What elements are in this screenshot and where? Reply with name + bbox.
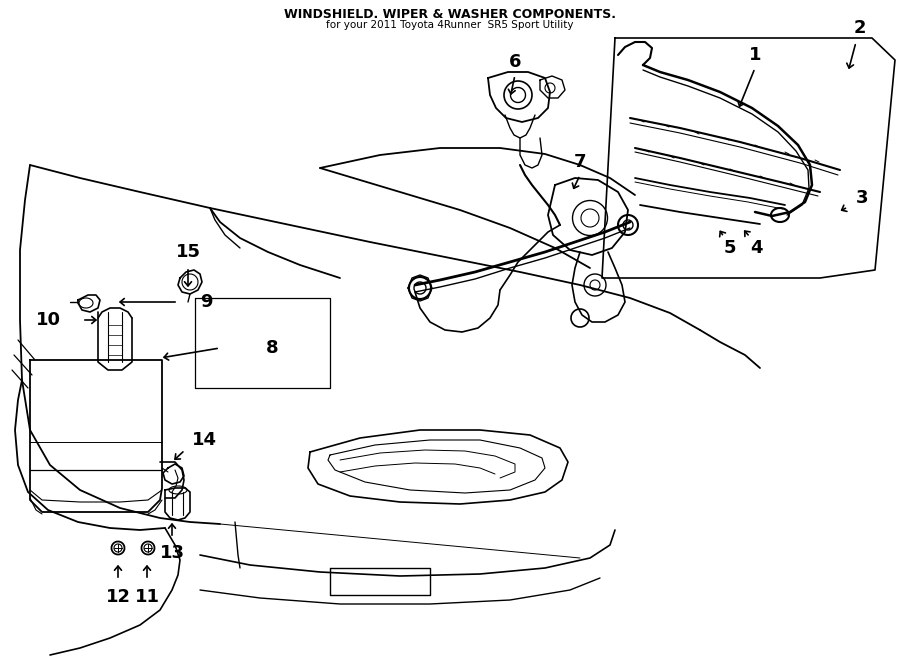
Text: 7: 7: [574, 153, 586, 171]
Text: 3: 3: [856, 189, 868, 207]
Text: 14: 14: [192, 431, 217, 449]
Text: 4: 4: [750, 239, 762, 257]
Text: 10: 10: [35, 311, 60, 329]
Text: 1: 1: [749, 46, 761, 64]
Text: WINDSHIELD. WIPER & WASHER COMPONENTS.: WINDSHIELD. WIPER & WASHER COMPONENTS.: [284, 8, 616, 21]
Text: 13: 13: [159, 544, 184, 562]
Text: 2: 2: [854, 19, 866, 37]
Text: 8: 8: [266, 339, 278, 357]
Text: for your 2011 Toyota 4Runner  SR5 Sport Utility: for your 2011 Toyota 4Runner SR5 Sport U…: [326, 20, 574, 30]
Text: 15: 15: [176, 243, 201, 261]
Text: 6: 6: [508, 53, 521, 71]
Text: 9: 9: [200, 293, 212, 311]
Text: 11: 11: [134, 588, 159, 606]
Text: 12: 12: [105, 588, 130, 606]
Text: 5: 5: [724, 239, 736, 257]
